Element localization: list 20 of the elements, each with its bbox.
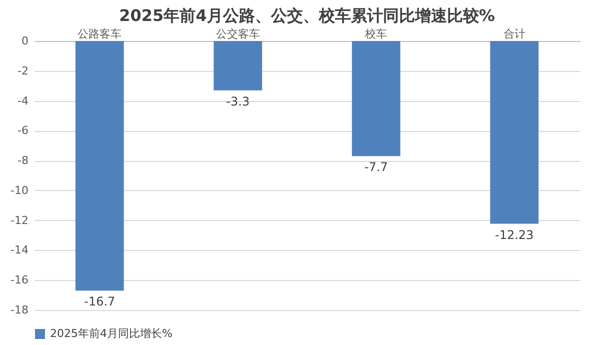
chart-title: 2025年前4月公路、公交、校车累计同比增速比较%: [119, 6, 495, 25]
data-label: -3.3: [226, 94, 250, 108]
y-tick-label: -6: [18, 124, 28, 138]
y-tick-label: -8: [18, 154, 28, 168]
data-label: -16.7: [84, 294, 116, 309]
data-label: -12.23: [495, 228, 534, 242]
y-tick-label: -14: [10, 244, 28, 257]
y-tick-label: -10: [10, 184, 28, 197]
data-label: -7.7: [364, 160, 388, 174]
y-tick-label: -2: [18, 64, 28, 78]
x-tick-label: 公交客车: [216, 28, 260, 40]
legend-label: 2025年前4月同比增长%: [50, 327, 172, 340]
x-tick-label: 合计: [503, 28, 526, 40]
y-tick-label: -16: [10, 274, 28, 287]
y-tick-label: 0: [22, 34, 28, 48]
y-tick-label: -4: [18, 94, 28, 108]
x-tick-label: 公路客车: [78, 28, 122, 40]
x-tick-label: 校车: [364, 28, 388, 40]
y-tick-label: -12: [10, 214, 28, 227]
y-tick-label: -18: [10, 304, 28, 316]
